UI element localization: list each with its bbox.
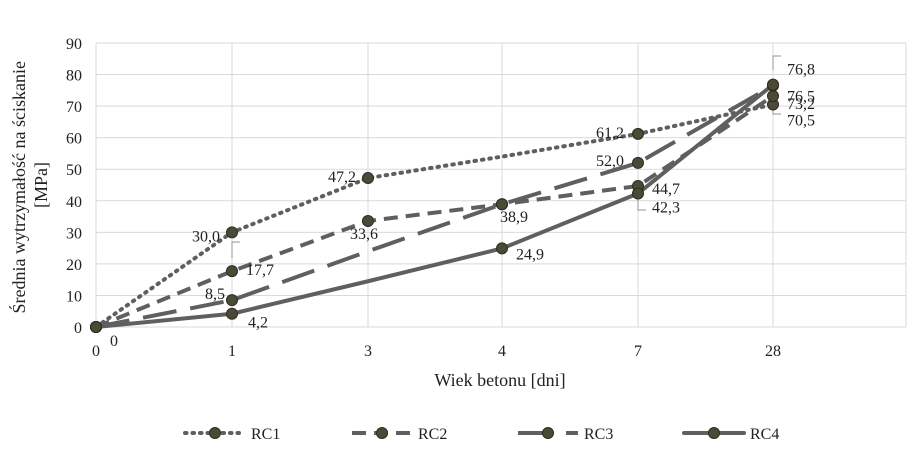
y-tick-label: 10 (66, 288, 82, 305)
data-point-rc1 (632, 127, 644, 140)
gridlines (95, 42, 907, 328)
x-tick-label: 3 (364, 343, 372, 360)
legend-item-rc3: RC3 (518, 426, 613, 443)
data-point-rc4 (90, 321, 102, 333)
data-point-rc3 (226, 294, 238, 307)
legend-label: RC1 (251, 426, 280, 443)
data-label-rc4: 76,8 (787, 62, 815, 79)
legend-marker-swatch (209, 427, 221, 439)
data-point-rc1 (362, 172, 374, 185)
legend-item-rc2: RC2 (352, 426, 447, 443)
data-point-rc4 (496, 242, 508, 255)
data-label-rc2: 44,7 (652, 181, 680, 198)
data-label-rc3: 52,0 (596, 153, 624, 170)
data-point-rc4 (767, 78, 779, 91)
y-tick-label: 20 (66, 257, 82, 274)
data-point-rc4 (632, 187, 644, 200)
x-tick-label: 28 (765, 343, 781, 360)
data-point-rc1 (226, 226, 238, 239)
data-label-rc3: 76,5 (787, 89, 815, 106)
x-tick-label: 1 (228, 343, 236, 360)
data-point-rc2 (362, 214, 374, 227)
data-label-rc4: 42,3 (652, 200, 680, 217)
y-tick-label: 90 (66, 36, 82, 53)
data-label-rc2: 73,2 (787, 96, 815, 113)
x-tick-label: 7 (634, 343, 642, 360)
legend-marker-swatch (708, 427, 720, 439)
y-tick-label: 0 (74, 320, 82, 337)
label-leader-line (231, 241, 240, 258)
y-axis-title-line-2: [MPa] (31, 162, 51, 208)
legend-label: RC4 (750, 426, 779, 443)
x-axis-ticks: 0 1 3 4 7 28 (92, 343, 781, 360)
y-tick-label: 80 (66, 68, 82, 85)
data-point-rc3 (496, 198, 508, 211)
data-label-rc2: 33,6 (350, 226, 378, 243)
y-tick-label: 30 (66, 225, 82, 242)
y-axis-title: Średnia wytrzymałość na ściskanie [MPa] (8, 57, 51, 314)
legend-marker-swatch (376, 427, 388, 439)
series-lines (94, 82, 775, 329)
data-label-rc2: 38,9 (500, 209, 528, 226)
legend-marker-swatch (542, 427, 554, 439)
data-point-rc2 (767, 90, 779, 103)
data-point-rc3 (632, 156, 644, 169)
series-markers (90, 78, 779, 333)
data-label-rc1: 61,2 (596, 125, 624, 142)
data-label-rc2: 17,7 (246, 262, 274, 279)
data-label-rc1: 70,5 (787, 113, 815, 130)
legend-label: RC2 (418, 426, 447, 443)
legend: RC1 RC2 RC3 RC4 (183, 426, 779, 443)
legend-item-rc4: RC4 (682, 426, 779, 443)
data-label-rc3: 8,5 (205, 286, 225, 303)
data-label-rc4: 0 (110, 333, 118, 350)
x-tick-label: 0 (92, 343, 100, 360)
data-label-rc4: 4,2 (248, 315, 268, 332)
label-leader-line (772, 55, 781, 70)
x-tick-label: 4 (498, 343, 506, 360)
y-tick-label: 70 (66, 99, 82, 116)
x-axis-title: Wiek betonu [dni] (434, 370, 565, 390)
y-axis-title-line-1: Średnia wytrzymałość na ściskanie (8, 61, 29, 313)
y-tick-label: 50 (66, 162, 82, 179)
y-tick-label: 60 (66, 131, 82, 148)
series-line-rc2 (95, 94, 775, 329)
legend-label: RC3 (584, 426, 613, 443)
data-label-rc1: 47,2 (328, 169, 356, 186)
legend-item-rc1: RC1 (183, 426, 280, 443)
data-label-rc1: 30,0 (192, 228, 220, 245)
data-point-rc2 (226, 265, 238, 278)
y-axis-ticks: 0 10 20 30 40 50 60 70 80 90 (66, 36, 82, 337)
series-line-rc3 (95, 83, 774, 329)
data-label-rc4: 24,9 (516, 246, 544, 263)
data-point-rc4 (226, 307, 238, 320)
series-line-rc4 (94, 82, 775, 329)
data-labels: 30,0 47,2 61,2 70,5 17,7 33,6 38,9 44,7 73,2 8,5 5… (110, 62, 815, 350)
y-tick-label: 40 (66, 194, 82, 211)
series-line-rc1 (94, 102, 775, 329)
